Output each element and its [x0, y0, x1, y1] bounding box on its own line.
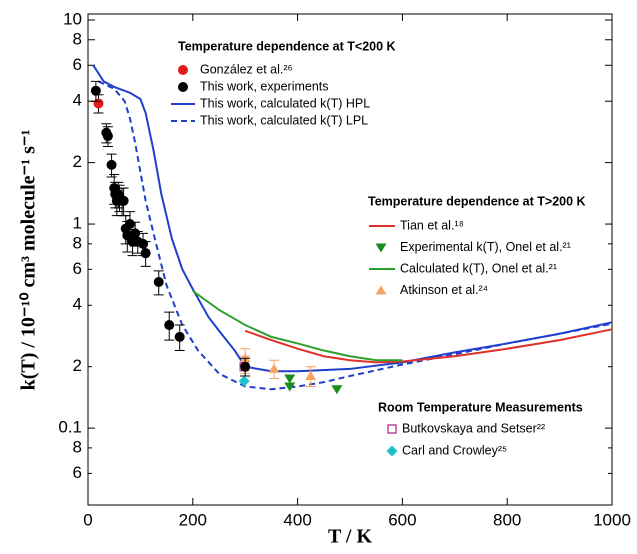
data-point	[240, 361, 251, 372]
y-tick-label: 4	[73, 295, 82, 314]
y-tick-label: 2	[73, 356, 82, 375]
legend-marker	[178, 82, 188, 92]
legend-marker	[375, 243, 387, 253]
legend-marker	[386, 445, 398, 457]
data-point	[174, 331, 185, 342]
y-tick-label: 8	[73, 437, 82, 456]
y-tick-label: 0.1	[58, 418, 82, 437]
legend-label: González et al.²⁶	[200, 62, 293, 76]
data-point	[138, 238, 149, 249]
y-tick-label: 6	[73, 463, 82, 482]
legend-heading: Room Temperature Measurements	[378, 400, 583, 414]
legend-label: Tian et al.¹⁸	[400, 218, 464, 232]
data-point	[164, 320, 175, 331]
legend-label: Atkinson et al.²⁴	[400, 283, 488, 297]
x-axis-label: T / K	[328, 526, 373, 548]
y-tick-label: 1	[73, 214, 82, 233]
legend-label: Experimental k(T), Onel et al.²¹	[400, 240, 571, 254]
data-point	[106, 159, 117, 170]
data-line	[244, 328, 613, 364]
y-tick-label: 10	[63, 9, 82, 28]
legend-heading: Temperature dependence at T>200 K	[368, 194, 586, 208]
y-tick-label: 6	[73, 55, 82, 74]
data-line	[98, 80, 613, 391]
data-point	[268, 363, 280, 373]
y-tick-label: 2	[73, 152, 82, 171]
x-tick-label: 200	[179, 510, 207, 529]
y-axis-label: k(T) / 10⁻¹⁰ cm³ molecule⁻¹ s⁻¹	[18, 130, 40, 391]
data-point	[90, 85, 101, 96]
data-point	[153, 277, 164, 288]
data-point	[284, 374, 296, 384]
y-tick-label: 8	[73, 29, 82, 48]
legend-label: This work, experiments	[200, 79, 329, 93]
y-tick-label: 4	[73, 91, 82, 110]
x-tick-label: 1000	[593, 510, 631, 529]
x-tick-label: 800	[493, 510, 521, 529]
legend-marker	[178, 65, 188, 75]
y-tick-label: 8	[73, 233, 82, 252]
x-tick-label: 400	[283, 510, 311, 529]
legend-marker	[387, 424, 397, 434]
data-line	[192, 290, 403, 362]
x-tick-label: 600	[388, 510, 416, 529]
legend-label: Butkovskaya and Setser²²	[402, 421, 545, 435]
data-point	[331, 385, 343, 395]
x-tick-label: 0	[83, 510, 92, 529]
y-tick-label: 6	[73, 259, 82, 278]
legend-marker	[375, 285, 387, 295]
data-point	[238, 375, 250, 387]
legend-label: This work, calculated k(T) HPL	[200, 96, 370, 110]
data-point	[93, 98, 104, 109]
data-point	[140, 248, 151, 259]
legend-label: Calculated k(T), Onel et al.²¹	[400, 261, 557, 275]
data-point	[118, 195, 129, 206]
plot-frame	[87, 13, 613, 506]
legend-label: Carl and Crowley²⁵	[402, 443, 507, 457]
data-point	[284, 382, 296, 392]
data-point	[305, 371, 317, 381]
legend-label: This work, calculated k(T) LPL	[200, 113, 368, 127]
data-point	[102, 131, 113, 142]
legend-heading: Temperature dependence at T<200 K	[178, 39, 396, 53]
data-point	[124, 219, 135, 230]
